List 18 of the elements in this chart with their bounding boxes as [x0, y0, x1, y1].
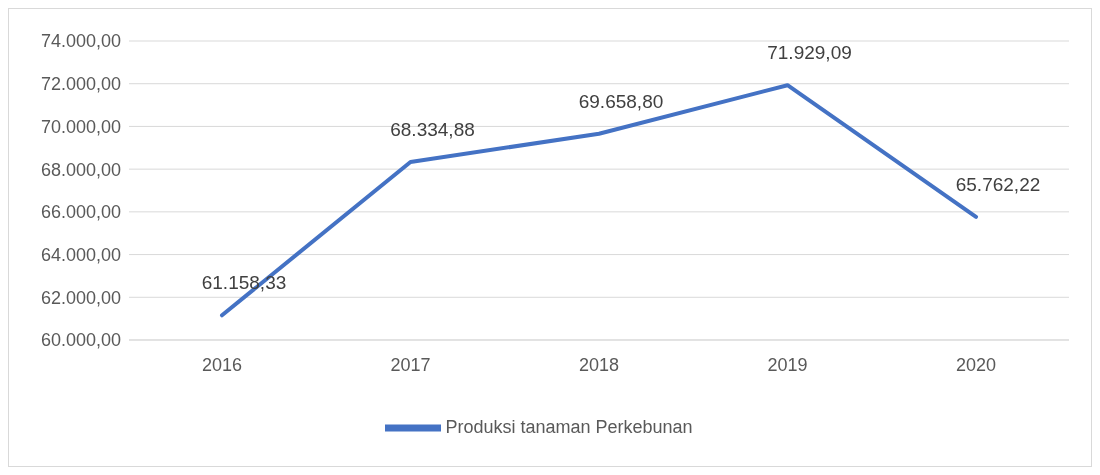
y-tick-label: 68.000,00 [40, 159, 121, 180]
data-label: 69.658,80 [578, 90, 664, 112]
x-tick-label: 2017 [390, 354, 431, 375]
y-tick-label: 64.000,00 [40, 244, 121, 265]
y-tick-label: 62.000,00 [40, 287, 121, 308]
x-tick-label: 2016 [201, 354, 243, 375]
y-tick-label: 60.000,00 [40, 330, 121, 351]
x-tick-label: 2018 [578, 354, 620, 375]
y-tick-label: 66.000,00 [40, 202, 121, 223]
x-tick-label: 2019 [767, 354, 808, 375]
x-tick-label: 2020 [955, 354, 997, 375]
data-label: 71.929,09 [767, 42, 852, 64]
data-label: 65.762,22 [955, 173, 1041, 195]
y-tick-label: 74.000,00 [40, 31, 121, 52]
y-tick-label: 70.000,00 [40, 116, 121, 137]
legend-label: Produksi tanaman Perkebunan [445, 416, 693, 437]
y-tick-label: 72.000,00 [40, 74, 121, 95]
data-label: 68.334,88 [390, 118, 475, 140]
